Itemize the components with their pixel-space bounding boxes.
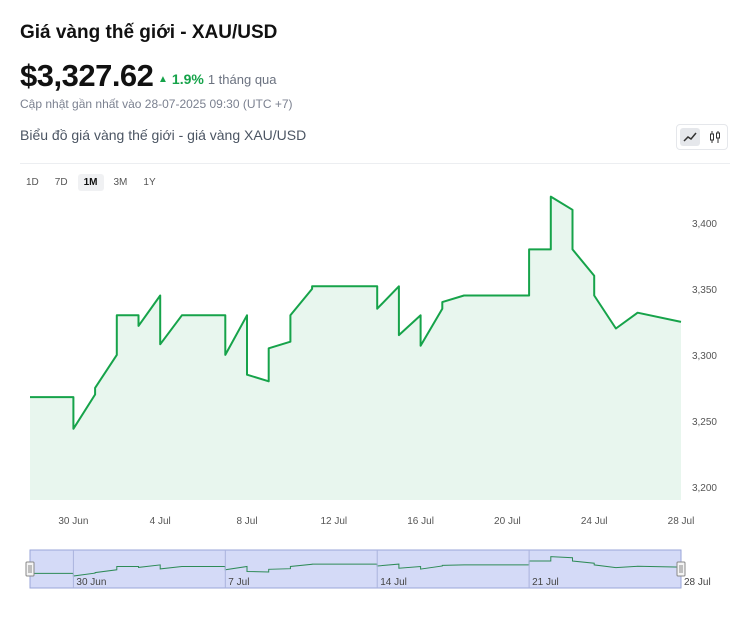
range-selector: 1D 7D 1M 3M 1Y: [20, 174, 162, 191]
chart-title: Biểu đồ giá vàng thế giới - giá vàng XAU…: [20, 127, 307, 143]
candlestick-icon: [709, 131, 720, 143]
navigator-tick-label: 7 Jul: [228, 577, 249, 588]
change-period: 1 tháng qua: [207, 71, 277, 87]
range-1y[interactable]: 1Y: [143, 177, 156, 188]
x-tick-label: 28 Jul: [668, 516, 695, 527]
x-tick-label: 4 Jul: [150, 516, 171, 527]
y-tick-label: 3,400: [692, 219, 717, 230]
x-tick-label: 8 Jul: [236, 516, 257, 527]
navigator-right-handle[interactable]: [676, 561, 686, 577]
x-tick-label: 12 Jul: [320, 516, 347, 527]
navigator-line: [30, 556, 682, 577]
navigator-selection[interactable]: [29, 549, 682, 589]
range-3m[interactable]: 3M: [113, 177, 128, 188]
candlestick-button[interactable]: [705, 128, 725, 146]
last-updated: Cập nhật gần nhất vào 28-07-2025 09:30 (…: [20, 97, 293, 111]
line-chart-icon: [682, 132, 697, 142]
price-change: ▲ 1.9% 1 tháng qua: [158, 71, 277, 87]
x-tick-label: 16 Jul: [407, 516, 434, 527]
navigator-tick-label: 21 Jul: [532, 577, 559, 588]
chart-type-toggle: [676, 124, 728, 150]
y-tick-label: 3,250: [692, 417, 717, 428]
navigator-tick-label: 28 Jul: [684, 577, 711, 588]
y-tick-label: 3,300: [692, 351, 717, 362]
page-title: Giá vàng thế giới - XAU/USD: [20, 22, 278, 43]
range-1m[interactable]: 1M: [77, 174, 104, 191]
current-price: $3,327.62: [20, 58, 154, 93]
price-area: [30, 196, 681, 500]
line-chart-button[interactable]: [679, 128, 700, 146]
navigator-tick-label: 30 Jun: [76, 577, 106, 588]
change-percent: 1.9%: [171, 71, 204, 87]
up-arrow-icon: ▲: [158, 73, 168, 85]
x-tick-label: 30 Jun: [58, 516, 88, 527]
navigator-left-handle[interactable]: [25, 561, 35, 577]
header-divider: [20, 163, 730, 164]
x-tick-label: 24 Jul: [581, 516, 608, 527]
navigator-tick-label: 14 Jul: [380, 577, 407, 588]
price-line: [30, 195, 682, 430]
range-7d[interactable]: 7D: [54, 177, 68, 188]
range-1d[interactable]: 1D: [26, 177, 39, 188]
y-tick-label: 3,350: [692, 285, 717, 296]
x-tick-label: 20 Jul: [494, 516, 521, 527]
y-tick-label: 3,200: [692, 483, 717, 494]
